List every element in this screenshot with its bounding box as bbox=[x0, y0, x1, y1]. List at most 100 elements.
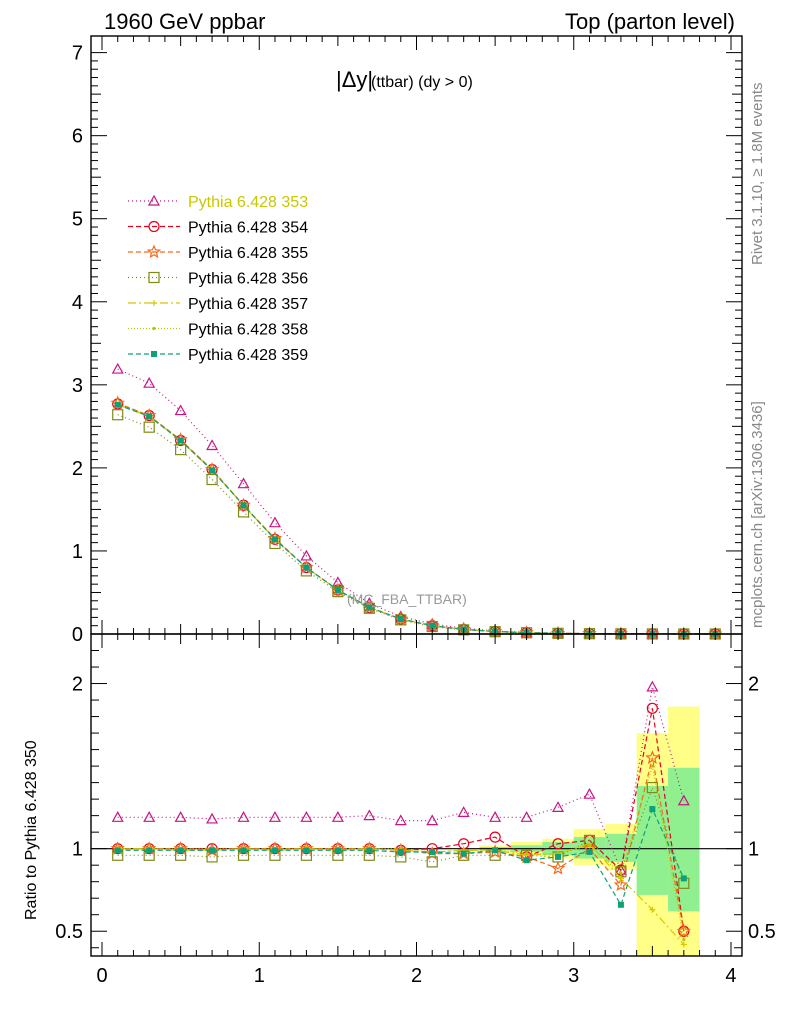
legend-label-s353: Pythia 6.428 353 bbox=[188, 194, 308, 211]
ratio-point-s353 bbox=[300, 811, 313, 822]
ratio-point-s353 bbox=[111, 811, 124, 822]
legend-label-s358: Pythia 6.428 358 bbox=[188, 322, 308, 339]
main-point-s356 bbox=[206, 473, 218, 486]
ratio-y-tick-label-left: 2 bbox=[72, 674, 83, 696]
legend-label-s356: Pythia 6.428 356 bbox=[188, 271, 308, 288]
main-y-tick-label: 4 bbox=[72, 292, 83, 314]
ratio-point-s353 bbox=[331, 811, 344, 822]
main-point-s353 bbox=[206, 439, 219, 451]
legend-entry-s353: Pythia 6.428 353 bbox=[128, 194, 308, 211]
ratio-point-s358 bbox=[619, 871, 623, 876]
ratio-point-s359 bbox=[586, 848, 593, 855]
legend-marker-s355 bbox=[146, 244, 162, 259]
main-point-s359 bbox=[209, 467, 216, 474]
legend-marker-s353 bbox=[147, 194, 161, 206]
ratio-band-green bbox=[668, 767, 700, 912]
ratio-y-tick-label-right: 0.5 bbox=[748, 921, 776, 943]
ratio-point-s359 bbox=[492, 847, 499, 854]
ratio-series-s359 bbox=[114, 806, 687, 908]
ratio-y-tick-label-right: 1 bbox=[748, 839, 759, 861]
main-point-s354 bbox=[112, 398, 124, 410]
ratio-point-s359 bbox=[271, 847, 278, 854]
ratio-point-s354 bbox=[646, 702, 658, 714]
ratio-point-s359 bbox=[397, 848, 404, 855]
ratio-point-s359 bbox=[303, 847, 310, 854]
main-y-tick-label: 5 bbox=[72, 209, 83, 231]
main-point-s359 bbox=[146, 413, 153, 420]
main-point-s359 bbox=[366, 604, 373, 611]
x-tick-label: 2 bbox=[411, 965, 422, 987]
main-point-s359 bbox=[397, 616, 404, 623]
main-y-tick-label: 3 bbox=[72, 375, 83, 397]
main-point-s356 bbox=[175, 444, 187, 456]
plot-title-sub: (ttbar) (dy > 0) bbox=[371, 74, 473, 91]
legend-entry-s358: Pythia 6.428 358 bbox=[128, 322, 308, 339]
ratio-point-s353 bbox=[426, 814, 439, 826]
main-point-s353 bbox=[237, 477, 250, 489]
main-point-s359 bbox=[429, 622, 436, 629]
ratio-point-s358 bbox=[524, 852, 529, 856]
ratio-point-s359 bbox=[617, 901, 624, 908]
main-point-s353 bbox=[268, 516, 281, 528]
main-point-s359 bbox=[177, 437, 184, 444]
rivet-version-label: Rivet 3.1.10, ≥ 1.8M events bbox=[749, 83, 766, 266]
main-y-tick-label: 1 bbox=[72, 541, 83, 563]
ratio-series-s353 bbox=[111, 680, 690, 875]
x-tick-label: 0 bbox=[96, 965, 107, 987]
ratio-point-s355 bbox=[676, 923, 691, 938]
ratio-point-s356 bbox=[646, 781, 658, 794]
ratio-point-s355 bbox=[645, 750, 660, 765]
header-right: Top (parton level) bbox=[565, 9, 735, 34]
ratio-point-s359 bbox=[209, 847, 216, 854]
ratio-point-s353 bbox=[268, 811, 281, 822]
ratio-point-s353 bbox=[677, 794, 690, 806]
legend-label-s357: Pythia 6.428 357 bbox=[188, 296, 308, 313]
ratio-point-s358 bbox=[682, 937, 686, 942]
main-point-s356 bbox=[395, 614, 407, 626]
legend-marker-s357 bbox=[151, 300, 157, 306]
ratio-point-s359 bbox=[334, 847, 341, 854]
ratio-point-s357 bbox=[649, 906, 656, 913]
ratio-point-s355 bbox=[550, 860, 566, 875]
ratio-series-s357 bbox=[114, 840, 687, 948]
ratio-point-s353 bbox=[646, 680, 659, 692]
legend-label-s354: Pythia 6.428 354 bbox=[188, 220, 308, 237]
main-point-s359 bbox=[334, 586, 341, 593]
ratio-point-s356 bbox=[426, 856, 438, 868]
legend-entry-s354: Pythia 6.428 354 bbox=[128, 220, 308, 237]
ratio-point-s359 bbox=[523, 857, 530, 864]
ratio-point-s359 bbox=[429, 848, 436, 855]
ratio-point-s353 bbox=[489, 811, 502, 822]
main-point-s354 bbox=[175, 434, 187, 447]
mcplots-label: mcplots.cern.ch [arXiv:1306.3436] bbox=[749, 401, 766, 628]
main-y-tick-label: 0 bbox=[72, 624, 83, 646]
ratio-line-s354 bbox=[117, 708, 685, 932]
ratio-point-s353 bbox=[174, 811, 187, 822]
main-point-s353 bbox=[300, 549, 313, 561]
main-point-s359 bbox=[240, 502, 247, 509]
ratio-point-s353 bbox=[363, 809, 376, 821]
ratio-point-s358 bbox=[587, 843, 592, 847]
ratio-point-s357 bbox=[680, 941, 687, 948]
ratio-point-s353 bbox=[143, 811, 156, 822]
ratio-point-s357 bbox=[617, 875, 624, 882]
ratio-series-s354 bbox=[112, 702, 690, 937]
ratio-point-s353 bbox=[206, 812, 219, 824]
main-point-s359 bbox=[271, 536, 278, 543]
main-point-s359 bbox=[114, 401, 121, 408]
ratio-point-s359 bbox=[460, 850, 467, 857]
main-point-s356 bbox=[332, 586, 344, 598]
ratio-y-tick-label-left: 0.5 bbox=[55, 921, 83, 943]
header-left: 1960 GeV ppbar bbox=[104, 9, 265, 34]
ratio-point-s358 bbox=[650, 764, 654, 768]
legend-entry-s357: Pythia 6.428 357 bbox=[128, 296, 308, 313]
ratio-point-s359 bbox=[680, 875, 687, 882]
legend-entry-s356: Pythia 6.428 356 bbox=[128, 271, 308, 288]
main-point-s353 bbox=[174, 404, 187, 416]
analysis-label: (MC_FBA_TTBAR) bbox=[347, 591, 467, 607]
x-tick-label: 4 bbox=[725, 965, 736, 987]
legend-entry-s359: Pythia 6.428 359 bbox=[128, 347, 308, 364]
legend-marker-s354 bbox=[148, 220, 160, 233]
ratio-point-s359 bbox=[146, 847, 153, 854]
